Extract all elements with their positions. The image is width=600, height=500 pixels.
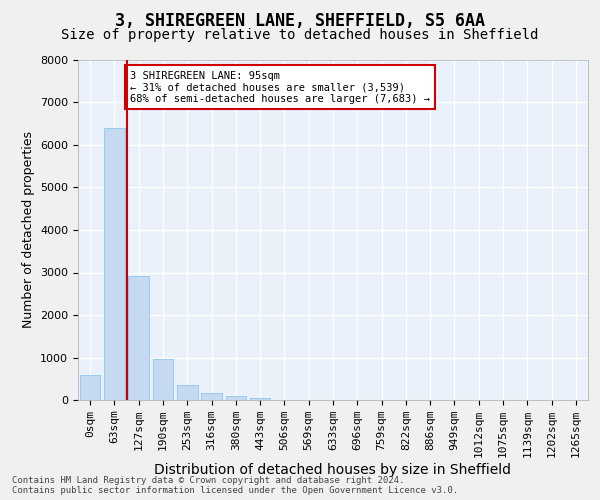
Bar [104,128,125,400]
X-axis label: Distribution of detached houses by size in Sheffield: Distribution of detached houses by size … [155,462,511,476]
Bar [177,384,197,400]
Text: Size of property relative to detached houses in Sheffield: Size of property relative to detached ho… [61,28,539,42]
Text: 3 SHIREGREEN LANE: 95sqm
← 31% of detached houses are smaller (3,539)
68% of sem: 3 SHIREGREEN LANE: 95sqm ← 31% of detach… [130,70,430,104]
Bar [128,276,149,400]
Bar [250,398,271,400]
Bar [80,376,100,400]
Y-axis label: Number of detached properties: Number of detached properties [22,132,35,328]
Text: 3, SHIREGREEN LANE, SHEFFIELD, S5 6AA: 3, SHIREGREEN LANE, SHEFFIELD, S5 6AA [115,12,485,30]
Bar [152,359,173,400]
Bar [201,393,222,400]
Text: Contains HM Land Registry data © Crown copyright and database right 2024.
Contai: Contains HM Land Registry data © Crown c… [12,476,458,495]
Bar [226,396,246,400]
